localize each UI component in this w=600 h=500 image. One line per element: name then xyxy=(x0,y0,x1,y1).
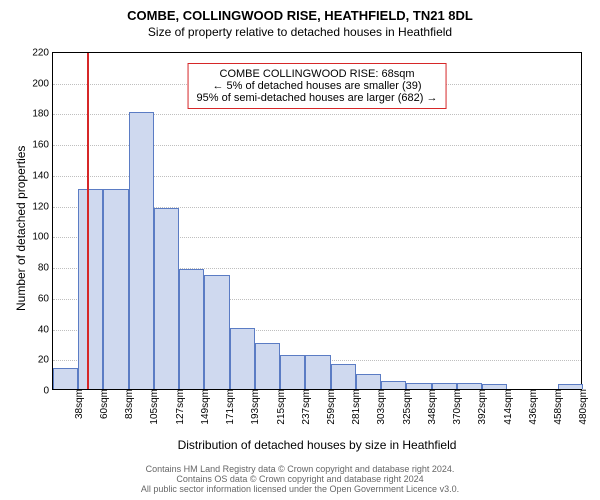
y-axis-label: Number of detached properties xyxy=(14,146,28,311)
x-tick-label: 370sqm xyxy=(449,389,463,425)
annotation-box: COMBE COLLINGWOOD RISE: 68sqm ← 5% of de… xyxy=(188,63,447,109)
histogram-bar xyxy=(280,355,305,389)
x-tick-label: 38sqm xyxy=(71,389,85,419)
y-tick-label: 160 xyxy=(32,140,53,151)
x-tick-label: 414sqm xyxy=(500,389,514,425)
x-tick-label: 83sqm xyxy=(121,389,135,419)
y-tick-label: 20 xyxy=(38,355,53,366)
x-tick-label: 325sqm xyxy=(399,389,413,425)
histogram-bar xyxy=(356,374,381,389)
x-tick-label: 60sqm xyxy=(96,389,110,419)
histogram-bar xyxy=(204,275,229,389)
histogram-bar xyxy=(331,364,356,389)
histogram-bar xyxy=(154,208,179,389)
histogram-bar xyxy=(129,112,154,389)
histogram-bar xyxy=(103,189,128,389)
y-tick-label: 60 xyxy=(38,293,53,304)
chart-title: COMBE, COLLINGWOOD RISE, HEATHFIELD, TN2… xyxy=(0,0,600,23)
y-tick-label: 0 xyxy=(43,386,53,397)
y-tick-label: 120 xyxy=(32,201,53,212)
footer-attribution: Contains HM Land Registry data © Crown c… xyxy=(0,464,600,494)
histogram-bar xyxy=(230,328,255,389)
y-tick-label: 80 xyxy=(38,263,53,274)
x-tick-label: 281sqm xyxy=(348,389,362,425)
x-tick-label: 458sqm xyxy=(550,389,564,425)
y-tick-label: 220 xyxy=(32,48,53,59)
histogram-bar xyxy=(255,343,280,389)
histogram-bar xyxy=(78,189,103,389)
x-tick-label: 259sqm xyxy=(323,389,337,425)
footer-line: Contains OS data © Crown copyright and d… xyxy=(0,474,600,484)
y-tick-label: 100 xyxy=(32,232,53,243)
x-tick-label: 171sqm xyxy=(222,389,236,425)
histogram-bar xyxy=(53,368,78,390)
x-axis-label: Distribution of detached houses by size … xyxy=(52,438,582,452)
y-tick-label: 200 xyxy=(32,78,53,89)
annotation-line: COMBE COLLINGWOOD RISE: 68sqm xyxy=(197,68,438,80)
y-tick-label: 40 xyxy=(38,324,53,335)
x-tick-label: 480sqm xyxy=(575,389,589,425)
histogram-bar xyxy=(381,381,406,389)
y-tick-label: 180 xyxy=(32,109,53,120)
chart-subtitle: Size of property relative to detached ho… xyxy=(0,23,600,39)
annotation-line: ← 5% of detached houses are smaller (39) xyxy=(197,80,438,92)
x-tick-label: 193sqm xyxy=(247,389,261,425)
x-tick-label: 436sqm xyxy=(525,389,539,425)
footer-line: Contains HM Land Registry data © Crown c… xyxy=(0,464,600,474)
annotation-line: 95% of semi-detached houses are larger (… xyxy=(197,92,438,104)
histogram-bar xyxy=(305,355,330,389)
x-tick-label: 237sqm xyxy=(298,389,312,425)
x-tick-label: 215sqm xyxy=(273,389,287,425)
footer-line: All public sector information licensed u… xyxy=(0,484,600,494)
x-tick-label: 303sqm xyxy=(373,389,387,425)
x-tick-label: 105sqm xyxy=(146,389,160,425)
x-tick-label: 392sqm xyxy=(474,389,488,425)
histogram-bar xyxy=(179,269,204,389)
reference-line xyxy=(87,53,89,389)
x-tick-label: 127sqm xyxy=(172,389,186,425)
x-tick-label: 348sqm xyxy=(424,389,438,425)
y-tick-label: 140 xyxy=(32,170,53,181)
x-tick-label: 149sqm xyxy=(197,389,211,425)
plot-area: 02040608010012014016018020022038sqm60sqm… xyxy=(52,52,582,390)
